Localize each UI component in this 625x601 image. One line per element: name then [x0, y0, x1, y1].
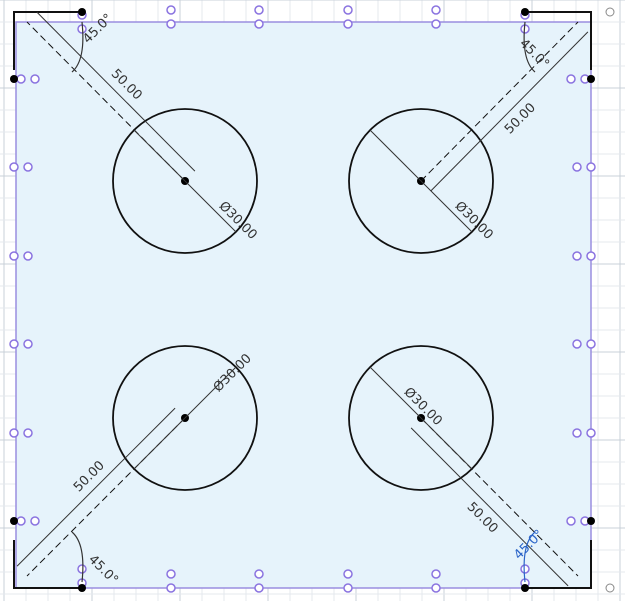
- constraint-circle: [9, 251, 19, 261]
- constraint-circle: [166, 19, 176, 29]
- constraint-circle: [166, 583, 176, 593]
- constraint-circle: [586, 162, 596, 172]
- coincident-constraint-icon[interactable]: [343, 569, 353, 593]
- hole-circle[interactable]: [348, 345, 494, 491]
- diameter-leader[interactable]: [184, 180, 237, 233]
- end-markers[interactable]: [605, 7, 615, 593]
- constraint-circle: [343, 5, 353, 15]
- construction-line[interactable]: [420, 21, 579, 182]
- constraint-circle: [566, 516, 576, 526]
- coincident-constraint-icon[interactable]: [166, 5, 176, 29]
- constraint-circle: [30, 74, 40, 84]
- constraint-circle: [343, 583, 353, 593]
- constraint-circle: [572, 339, 582, 349]
- offset-dimension-line[interactable]: [410, 427, 569, 587]
- angle-arc[interactable]: [71, 531, 84, 583]
- hole-circle[interactable]: [112, 108, 258, 254]
- offset-dimension-line[interactable]: [16, 407, 176, 567]
- constraint-circle: [23, 339, 33, 349]
- constraint-circle: [586, 339, 596, 349]
- constraint-circle: [431, 583, 441, 593]
- constraint-circle: [572, 251, 582, 261]
- diameter-leader[interactable]: [133, 129, 186, 182]
- constraint-circle: [166, 569, 176, 579]
- constraint-circle: [254, 5, 264, 15]
- coincident-constraint-icon[interactable]: [166, 569, 176, 593]
- corner-points[interactable]: [10, 8, 595, 592]
- coincident-constraint-icon[interactable]: [572, 428, 596, 438]
- coincident-constraint-icon[interactable]: [431, 569, 441, 593]
- constraint-circle: [16, 74, 26, 84]
- diameter-leader[interactable]: [369, 366, 422, 419]
- coincident-constraint-icon[interactable]: [9, 251, 33, 261]
- angle-arc[interactable]: [523, 531, 536, 583]
- coincident-constraint-icon[interactable]: [572, 251, 596, 261]
- constraint-circle: [30, 516, 40, 526]
- constraint-circle: [566, 74, 576, 84]
- hole-circle[interactable]: [112, 345, 258, 491]
- constraint-circle: [343, 19, 353, 29]
- angle-arc[interactable]: [71, 21, 84, 73]
- constraint-circle: [16, 516, 26, 526]
- coincident-constraint-icon[interactable]: [254, 5, 264, 29]
- coincident-constraint-icon[interactable]: [431, 5, 441, 29]
- constraint-circle: [23, 162, 33, 172]
- angle-arc[interactable]: [523, 21, 536, 73]
- coincident-constraint-icon[interactable]: [9, 339, 33, 349]
- coincident-constraint-icon[interactable]: [343, 5, 353, 29]
- diameter-leader[interactable]: [369, 129, 422, 182]
- coincident-constraint-icon[interactable]: [9, 428, 33, 438]
- constraint-circle: [572, 162, 582, 172]
- constraint-circle: [431, 569, 441, 579]
- constraint-circle: [77, 564, 87, 574]
- coincident-constraint-icon[interactable]: [566, 516, 590, 526]
- sketch-profile-region[interactable]: [16, 22, 591, 588]
- constraint-circle: [520, 564, 530, 574]
- offset-dimension-line[interactable]: [36, 11, 196, 172]
- constraint-circle: [586, 251, 596, 261]
- diameter-leader[interactable]: [133, 417, 186, 470]
- coincident-constraint-icon[interactable]: [254, 569, 264, 593]
- constraint-circle: [572, 428, 582, 438]
- constraint-circle: [586, 428, 596, 438]
- constraint-circle: [431, 5, 441, 15]
- constraint-circle: [23, 428, 33, 438]
- hole-circle[interactable]: [348, 108, 494, 254]
- outer-corner-lines[interactable]: [13, 11, 592, 589]
- coincident-constraint-icon[interactable]: [572, 162, 596, 172]
- constraint-circle: [166, 5, 176, 15]
- diameter-leader[interactable]: [420, 417, 473, 470]
- coincident-constraint-icon[interactable]: [9, 162, 33, 172]
- constraint-circle: [431, 19, 441, 29]
- diameter-leader[interactable]: [184, 366, 237, 419]
- constraint-circle: [23, 251, 33, 261]
- constraint-circle: [254, 583, 264, 593]
- constraint-circle: [254, 19, 264, 29]
- constraint-circle: [9, 428, 19, 438]
- constraint-circle: [9, 162, 19, 172]
- offset-dimension-line[interactable]: [430, 31, 589, 192]
- constraint-circle: [254, 569, 264, 579]
- constraint-circle: [343, 569, 353, 579]
- constraint-circle: [9, 339, 19, 349]
- diameter-leader[interactable]: [420, 180, 473, 233]
- coincident-constraint-icon[interactable]: [572, 339, 596, 349]
